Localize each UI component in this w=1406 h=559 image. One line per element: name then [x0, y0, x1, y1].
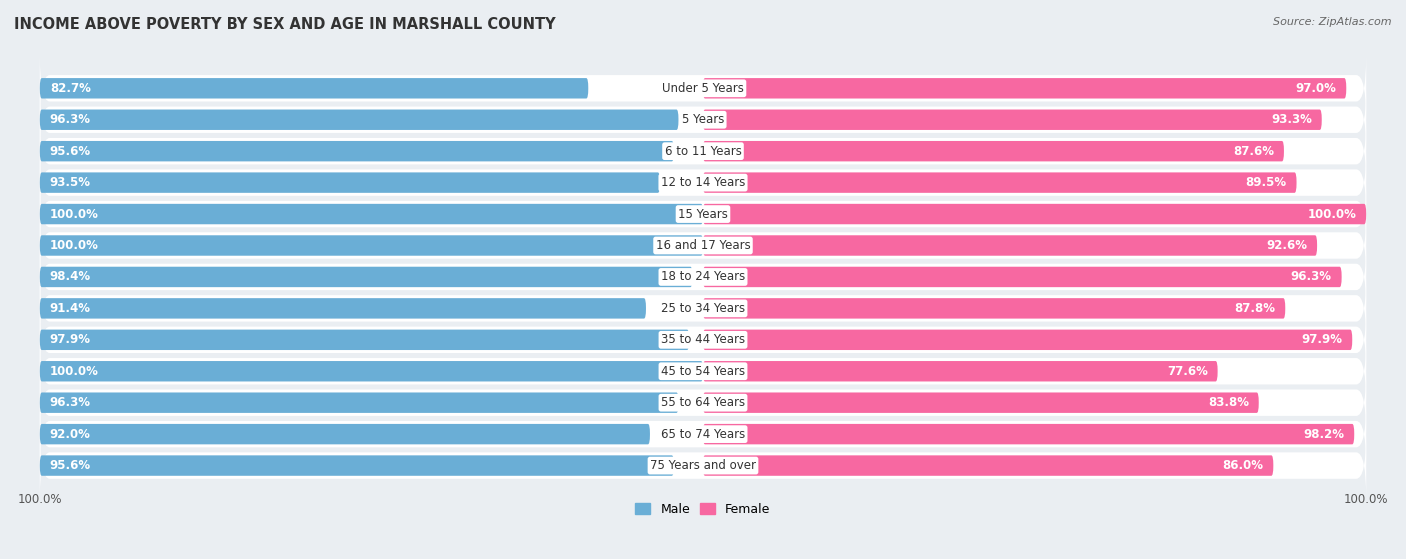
- Text: 89.5%: 89.5%: [1246, 176, 1286, 189]
- FancyBboxPatch shape: [39, 235, 703, 255]
- FancyBboxPatch shape: [703, 330, 1353, 350]
- Text: 93.3%: 93.3%: [1271, 113, 1312, 126]
- FancyBboxPatch shape: [703, 235, 1317, 255]
- FancyBboxPatch shape: [39, 204, 703, 224]
- Text: 75 Years and over: 75 Years and over: [650, 459, 756, 472]
- FancyBboxPatch shape: [39, 298, 645, 319]
- FancyBboxPatch shape: [39, 456, 673, 476]
- Text: 77.6%: 77.6%: [1167, 365, 1208, 378]
- FancyBboxPatch shape: [703, 456, 1274, 476]
- Text: 12 to 14 Years: 12 to 14 Years: [661, 176, 745, 189]
- FancyBboxPatch shape: [39, 86, 1367, 154]
- Text: 96.3%: 96.3%: [1291, 271, 1331, 283]
- FancyBboxPatch shape: [39, 149, 1367, 216]
- Text: INCOME ABOVE POVERTY BY SEX AND AGE IN MARSHALL COUNTY: INCOME ABOVE POVERTY BY SEX AND AGE IN M…: [14, 17, 555, 32]
- FancyBboxPatch shape: [703, 204, 1367, 224]
- FancyBboxPatch shape: [703, 361, 1218, 381]
- Text: 45 to 54 Years: 45 to 54 Years: [661, 365, 745, 378]
- FancyBboxPatch shape: [39, 78, 588, 98]
- FancyBboxPatch shape: [39, 267, 692, 287]
- FancyBboxPatch shape: [703, 392, 1258, 413]
- FancyBboxPatch shape: [39, 306, 1367, 374]
- Text: 93.5%: 93.5%: [49, 176, 91, 189]
- FancyBboxPatch shape: [703, 172, 1296, 193]
- Text: 82.7%: 82.7%: [49, 82, 90, 95]
- FancyBboxPatch shape: [703, 78, 1347, 98]
- Text: 92.6%: 92.6%: [1267, 239, 1308, 252]
- Text: 92.0%: 92.0%: [49, 428, 90, 440]
- FancyBboxPatch shape: [39, 337, 1367, 405]
- Text: 16 and 17 Years: 16 and 17 Years: [655, 239, 751, 252]
- Text: 5 Years: 5 Years: [682, 113, 724, 126]
- FancyBboxPatch shape: [39, 211, 1367, 280]
- Text: 100.0%: 100.0%: [49, 239, 98, 252]
- FancyBboxPatch shape: [39, 424, 650, 444]
- Text: 96.3%: 96.3%: [49, 396, 91, 409]
- FancyBboxPatch shape: [39, 141, 673, 162]
- Text: 95.6%: 95.6%: [49, 459, 91, 472]
- Text: 87.6%: 87.6%: [1233, 145, 1274, 158]
- Legend: Male, Female: Male, Female: [630, 498, 776, 521]
- Text: 25 to 34 Years: 25 to 34 Years: [661, 302, 745, 315]
- FancyBboxPatch shape: [39, 392, 679, 413]
- FancyBboxPatch shape: [703, 424, 1354, 444]
- FancyBboxPatch shape: [39, 180, 1367, 248]
- Text: 100.0%: 100.0%: [49, 207, 98, 221]
- FancyBboxPatch shape: [703, 298, 1285, 319]
- FancyBboxPatch shape: [703, 110, 1322, 130]
- FancyBboxPatch shape: [39, 274, 1367, 342]
- FancyBboxPatch shape: [39, 369, 1367, 437]
- Text: 35 to 44 Years: 35 to 44 Years: [661, 333, 745, 347]
- FancyBboxPatch shape: [39, 330, 689, 350]
- Text: 91.4%: 91.4%: [49, 302, 91, 315]
- Text: 96.3%: 96.3%: [49, 113, 91, 126]
- FancyBboxPatch shape: [39, 110, 679, 130]
- FancyBboxPatch shape: [703, 267, 1341, 287]
- Text: Source: ZipAtlas.com: Source: ZipAtlas.com: [1274, 17, 1392, 27]
- Text: 97.9%: 97.9%: [49, 333, 91, 347]
- Text: 83.8%: 83.8%: [1208, 396, 1249, 409]
- Text: 95.6%: 95.6%: [49, 145, 91, 158]
- Text: 98.4%: 98.4%: [49, 271, 91, 283]
- FancyBboxPatch shape: [39, 400, 1367, 468]
- Text: 97.9%: 97.9%: [1302, 333, 1343, 347]
- Text: 6 to 11 Years: 6 to 11 Years: [665, 145, 741, 158]
- FancyBboxPatch shape: [39, 172, 659, 193]
- Text: 86.0%: 86.0%: [1222, 459, 1264, 472]
- FancyBboxPatch shape: [39, 361, 703, 381]
- Text: 100.0%: 100.0%: [1308, 207, 1357, 221]
- FancyBboxPatch shape: [39, 243, 1367, 311]
- Text: 15 Years: 15 Years: [678, 207, 728, 221]
- Text: Under 5 Years: Under 5 Years: [662, 82, 744, 95]
- Text: 87.8%: 87.8%: [1234, 302, 1275, 315]
- Text: 97.0%: 97.0%: [1295, 82, 1336, 95]
- Text: 100.0%: 100.0%: [49, 365, 98, 378]
- FancyBboxPatch shape: [39, 432, 1367, 500]
- Text: 18 to 24 Years: 18 to 24 Years: [661, 271, 745, 283]
- FancyBboxPatch shape: [39, 54, 1367, 122]
- FancyBboxPatch shape: [39, 117, 1367, 185]
- Text: 98.2%: 98.2%: [1303, 428, 1344, 440]
- FancyBboxPatch shape: [703, 141, 1284, 162]
- Text: 55 to 64 Years: 55 to 64 Years: [661, 396, 745, 409]
- Text: 65 to 74 Years: 65 to 74 Years: [661, 428, 745, 440]
